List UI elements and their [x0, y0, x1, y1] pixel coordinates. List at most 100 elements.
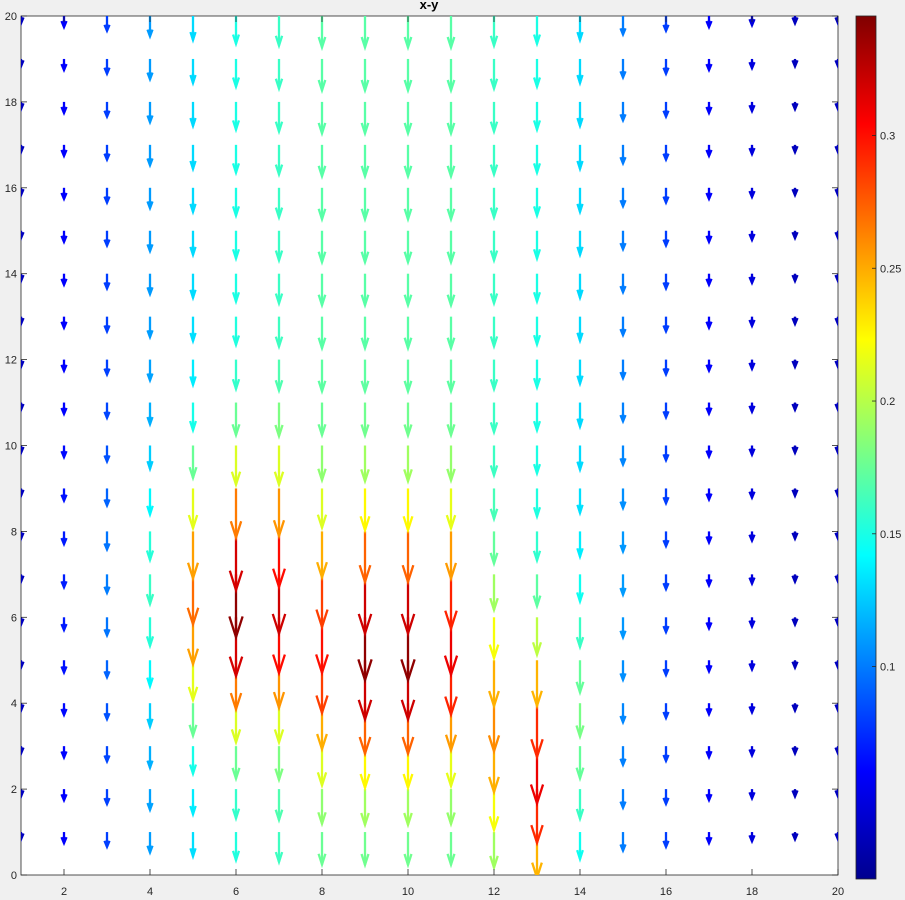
quiver-arrow [532, 187, 542, 220]
quiver-arrow [60, 187, 68, 202]
quiver-arrow [21, 144, 25, 156]
quiver-arrow [60, 273, 68, 288]
quiver-arrow [576, 531, 584, 561]
y-tick-label: 16 [5, 183, 17, 195]
quiver-arrow [748, 58, 756, 72]
quiver-arrow [619, 574, 627, 598]
quiver-arrow [21, 230, 25, 242]
quiver-arrow [103, 101, 111, 120]
quiver-arrow [317, 359, 327, 396]
quiver-arrow [791, 617, 799, 628]
quiver-arrow [403, 832, 413, 869]
quiver-arrow [575, 703, 585, 741]
quiver-arrow [705, 746, 713, 761]
quiver-arrow [834, 230, 838, 242]
quiver-arrow [834, 832, 838, 843]
quiver-arrow [146, 703, 154, 731]
quiver-arrow [834, 16, 838, 27]
quiver-arrow [834, 402, 838, 413]
quiver-arrow [532, 574, 542, 610]
quiver-arrow [834, 187, 838, 199]
quiver-arrow [748, 703, 756, 716]
quiver-arrow [705, 58, 713, 74]
quiver-arrow [317, 144, 327, 181]
quiver-arrow [489, 316, 499, 350]
quiver-arrow [487, 703, 501, 755]
quiver-arrow [705, 187, 713, 202]
quiver-arrow [231, 144, 241, 177]
quiver-arrow [60, 230, 68, 245]
quiver-arrow [662, 187, 670, 206]
quiver-arrow [489, 230, 499, 265]
quiver-arrow [21, 58, 25, 70]
quiver-arrow [619, 230, 627, 253]
quiver-arrow [189, 359, 197, 389]
quiver-arrow [403, 273, 413, 309]
quiver-arrow [705, 402, 713, 417]
quiver-arrow [274, 58, 284, 93]
quiver-arrow [619, 660, 627, 684]
quiver-arrow [360, 101, 370, 138]
y-tick-label: 18 [5, 97, 17, 109]
quiver-arrow [187, 488, 199, 532]
quiver-arrow [103, 359, 111, 378]
quiver-arrow [60, 58, 68, 74]
quiver-arrow [231, 101, 241, 134]
quiver-arrow [274, 273, 284, 308]
quiver-arrow [662, 703, 670, 721]
quiver-arrow [446, 832, 456, 869]
quiver-arrow [576, 144, 584, 173]
x-tick-label: 20 [832, 886, 844, 898]
quiver-arrow [21, 574, 25, 585]
quiver-arrow [488, 617, 500, 662]
quiver-arrow [444, 531, 458, 583]
quiver-arrow [103, 316, 111, 335]
y-tick-label: 2 [11, 784, 17, 796]
quiver-arrow [360, 402, 370, 440]
quiver-arrow [21, 832, 25, 843]
quiver-arrow [834, 316, 838, 328]
quiver-arrow [60, 316, 68, 331]
quiver-arrow [359, 488, 371, 534]
quiver-arrow [791, 703, 799, 714]
quiver-arrow [21, 187, 25, 199]
quiver-arrow [488, 789, 500, 834]
quiver-arrow [360, 144, 370, 181]
quiver-arrow [791, 230, 799, 242]
quiver-arrow [360, 359, 370, 396]
quiver-arrow [317, 58, 327, 95]
quiver-arrow [317, 101, 327, 138]
quiver-arrow [189, 273, 197, 302]
quiver-arrow [619, 58, 627, 81]
quiver-arrow [446, 789, 456, 828]
quiver-arrow [316, 488, 328, 532]
quiver-arrow [834, 488, 838, 499]
quiver-arrow [145, 574, 155, 608]
quiver-arrow [146, 273, 154, 298]
quiver-arrow [146, 488, 154, 519]
quiver-arrow [748, 230, 756, 243]
quiver-arrow [791, 531, 799, 542]
quiver-arrow [188, 746, 198, 778]
quiver-arrow [60, 101, 68, 116]
quiver-arrow [21, 359, 25, 370]
quiver-arrow [619, 488, 627, 512]
quiver-arrow [21, 488, 25, 499]
quiver-arrow [662, 58, 670, 77]
quiver-arrow [317, 273, 327, 309]
quiver-arrow [60, 746, 68, 761]
quiver-arrow [189, 16, 197, 44]
quiver-arrow [360, 832, 370, 869]
quiver-arrow [705, 832, 713, 847]
quiver-arrow [103, 144, 111, 163]
quiver-arrow [21, 16, 25, 27]
quiver-arrow [662, 617, 670, 636]
y-tick-label: 14 [5, 269, 17, 281]
quiver-arrow [662, 273, 670, 292]
quiver-arrow [489, 832, 499, 872]
quiver-arrow [489, 101, 499, 136]
x-tick-label: 10 [402, 886, 414, 898]
quiver-arrow [230, 445, 242, 489]
quiver-arrow [189, 187, 197, 216]
